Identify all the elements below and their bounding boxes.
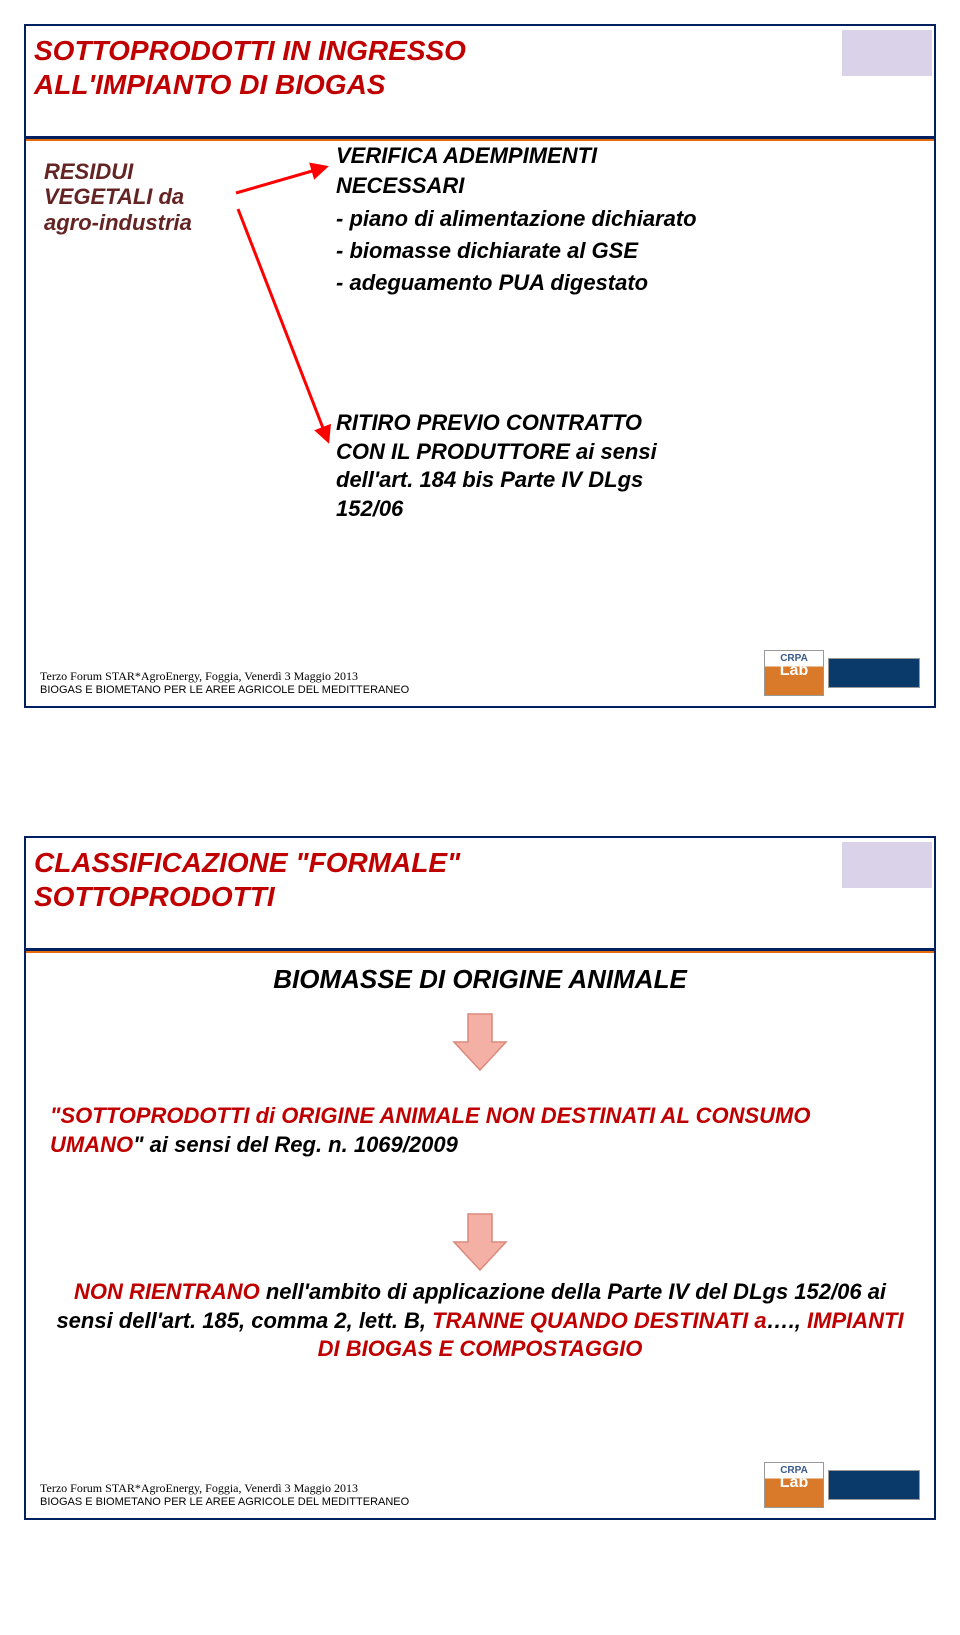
footer-line2: BIOGAS E BIOMETANO PER LE AREE AGRICOLE … — [40, 684, 409, 696]
slide2-block1: "SOTTOPRODOTTI di ORIGINE ANIMALE NON DE… — [50, 1102, 910, 1159]
logo-crpa: CRPA Lab — [764, 650, 824, 696]
accent-block-2 — [842, 842, 932, 888]
right-hdr: VERIFICA ADEMPIMENTI NECESSARI — [336, 141, 896, 200]
arrow-2 — [238, 209, 328, 441]
accent-block — [842, 30, 932, 76]
title-band-2: CLASSIFICAZIONE "FORMALE" SOTTOPRODOTTI — [26, 838, 934, 948]
title-col-2: CLASSIFICAZIONE "FORMALE" SOTTOPRODOTTI — [26, 838, 842, 913]
slide2-heading: BIOMASSE DI ORIGINE ANIMALE — [26, 964, 934, 995]
li2-txt: biomasse dichiarate al GSE — [349, 238, 638, 263]
slide-gap — [0, 732, 960, 812]
r2-l1: RITIRO PREVIO CONTRATTO — [336, 410, 642, 435]
slide1-right-block2: RITIRO PREVIO CONTRATTO CON IL PRODUTTOR… — [336, 409, 896, 523]
slide-1: SOTTOPRODOTTI IN INGRESSO ALL'IMPIANTO D… — [24, 24, 936, 708]
slide1-title: SOTTOPRODOTTI IN INGRESSO ALL'IMPIANTO D… — [26, 26, 842, 101]
right-hdr-l2: NECESSARI — [336, 173, 464, 198]
logo-bottom: Lab — [780, 662, 808, 680]
li3-pre: - — [336, 270, 349, 295]
r2-l2: CON IL PRODUTTORE ai sensi — [336, 439, 657, 464]
right-li2: - biomasse dichiarate al GSE — [336, 236, 896, 266]
s2-title-l2: SOTTOPRODOTTI — [34, 881, 275, 912]
footer-line1: Terzo Forum STAR*AgroEnergy, Foggia, Ven… — [40, 669, 409, 684]
footer2-line1: Terzo Forum STAR*AgroEnergy, Foggia, Ven… — [40, 1481, 409, 1496]
right-hdr-l1: VERIFICA ADEMPIMENTI — [336, 143, 597, 168]
slide2-block2: NON RIENTRANO nell'ambito di applicazion… — [50, 1278, 910, 1364]
r2-l3: dell'art. 184 bis Parte IV DLgs — [336, 467, 643, 492]
logo-crpa-2: CRPA Lab — [764, 1462, 824, 1508]
slide2-title: CLASSIFICAZIONE "FORMALE" SOTTOPRODOTTI — [26, 838, 842, 913]
footer2-line2: BIOGAS E BIOMETANO PER LE AREE AGRICOLE … — [40, 1496, 409, 1508]
right-li1: - piano di alimentazione dichiarato — [336, 204, 896, 234]
logo-box-2: CRPA Lab — [764, 1462, 920, 1508]
s2-title-l1: CLASSIFICAZIONE "FORMALE" — [34, 847, 460, 878]
title-line1: SOTTOPRODOTTI IN INGRESSO — [34, 35, 466, 66]
b1-qc: " — [133, 1132, 143, 1157]
b2-r1: NON RIENTRANO — [74, 1279, 260, 1304]
slide-2: CLASSIFICAZIONE "FORMALE" SOTTOPRODOTTI … — [24, 836, 936, 1520]
b2-t2: …., — [767, 1308, 807, 1333]
logo-box: CRPA Lab — [764, 650, 920, 696]
slide1-footer: Terzo Forum STAR*AgroEnergy, Foggia, Ven… — [40, 650, 920, 696]
title-line2: ALL'IMPIANTO DI BIOGAS — [34, 69, 385, 100]
left-l2: VEGETALI da — [44, 184, 184, 209]
right-li3: - adeguamento PUA digestato — [336, 268, 896, 298]
li1-pre: - — [336, 206, 349, 231]
slide1-right-block: VERIFICA ADEMPIMENTI NECESSARI - piano d… — [336, 141, 896, 299]
left-l3: agro-industria — [44, 210, 192, 235]
li1-txt: piano di alimentazione dichiarato — [349, 206, 696, 231]
b1-tail: ai sensi del Reg. n. 1069/2009 — [144, 1132, 458, 1157]
r2-l4: 152/06 — [336, 496, 403, 521]
footer-text-2: Terzo Forum STAR*AgroEnergy, Foggia, Ven… — [40, 1481, 409, 1508]
slide2-footer: Terzo Forum STAR*AgroEnergy, Foggia, Ven… — [40, 1462, 920, 1508]
down-arrow-2-icon — [450, 1208, 510, 1278]
b2-r2: TRANNE QUANDO DESTINATI a — [432, 1308, 767, 1333]
li2-pre: - — [336, 238, 349, 263]
slide1-content: RESIDUI VEGETALI da agro-industria VERIF… — [26, 141, 934, 621]
left-l1: RESIDUI — [44, 159, 133, 184]
li3-txt: adeguamento PUA digestato — [349, 270, 648, 295]
page: SOTTOPRODOTTI IN INGRESSO ALL'IMPIANTO D… — [0, 24, 960, 1520]
rule-orange-2 — [26, 951, 934, 953]
down-arrow-1-icon — [450, 1008, 510, 1078]
title-band: SOTTOPRODOTTI IN INGRESSO ALL'IMPIANTO D… — [26, 26, 934, 136]
slide1-left-label: RESIDUI VEGETALI da agro-industria — [44, 159, 254, 235]
logo2-bottom: Lab — [780, 1474, 808, 1492]
title-col: SOTTOPRODOTTI IN INGRESSO ALL'IMPIANTO D… — [26, 26, 842, 101]
b1-qo: " — [50, 1103, 60, 1128]
logo-side — [828, 658, 920, 688]
logo-side-2 — [828, 1470, 920, 1500]
footer-text: Terzo Forum STAR*AgroEnergy, Foggia, Ven… — [40, 669, 409, 696]
